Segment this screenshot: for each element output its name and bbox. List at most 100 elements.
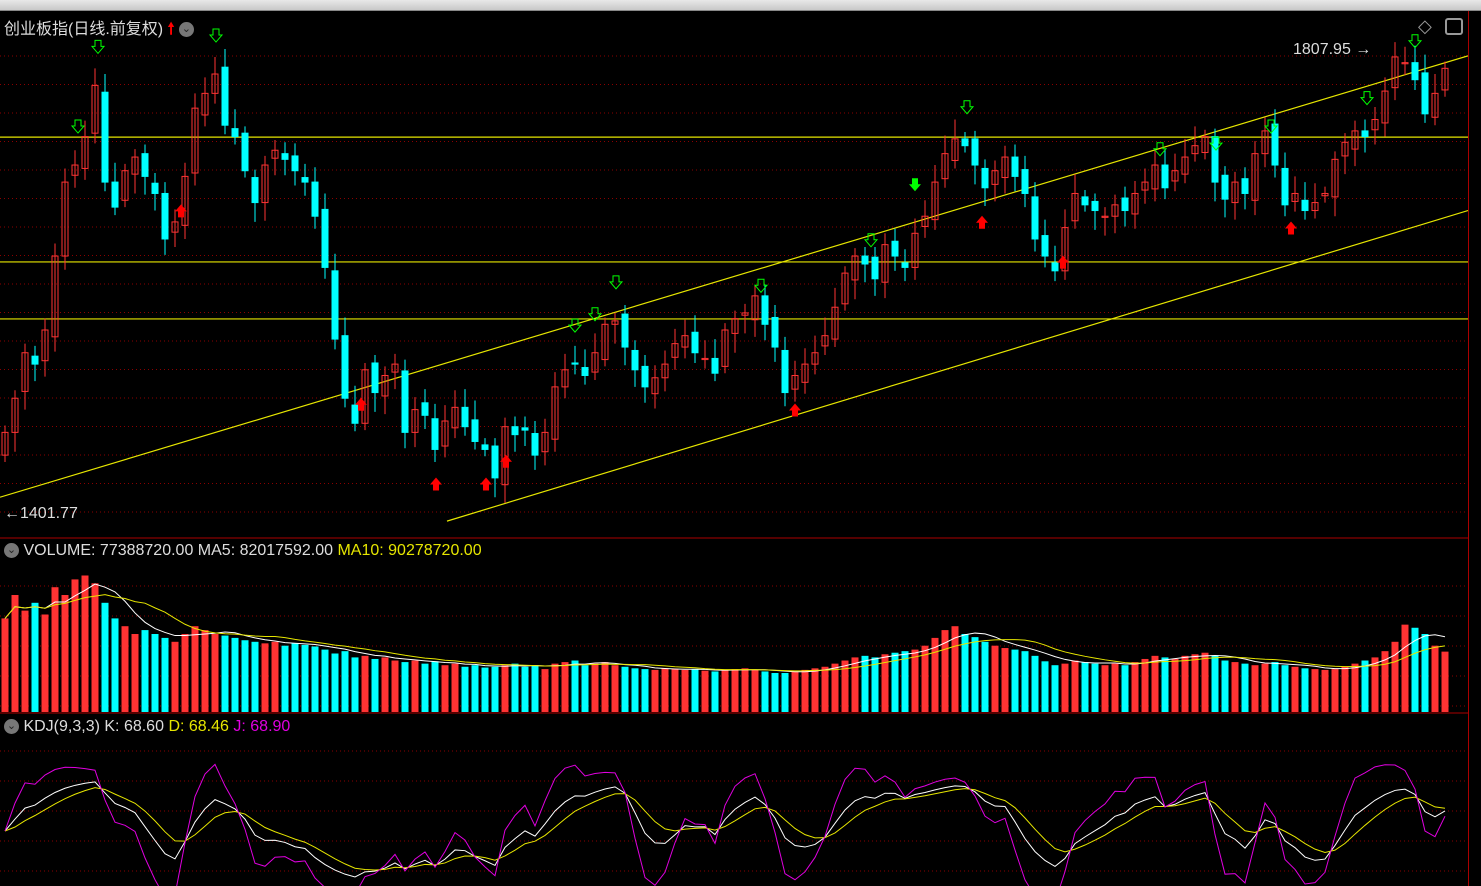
candle-body [271,149,279,159]
kdj-d: D: 68.46 [168,718,229,735]
volume-bar [451,663,459,712]
candle-body [241,132,249,172]
candle-body [321,208,329,268]
volume-bar [61,595,69,712]
right-scrollbar[interactable] [1468,11,1481,886]
volume-bar [981,641,989,712]
volume-bar [261,643,269,712]
volume-bar [611,665,619,712]
volume-bar [591,663,599,712]
sell-arrow-icon [587,307,603,322]
candle-body [1031,196,1039,240]
volume-value: VOLUME: 77388720.00 [23,542,194,559]
candle-body [381,374,389,397]
volume-ma10-line [4,594,1446,672]
panel-toggle-icon[interactable] [1445,18,1463,35]
candle-body [91,84,99,134]
volume-bar [1101,665,1109,712]
volume-bar [1211,655,1219,712]
candle-body [281,153,289,160]
chevron-down-circle-icon[interactable]: ⌄ [178,22,194,38]
candle-body [31,355,39,365]
candle-body [1061,227,1069,272]
buy-arrow-icon [175,204,187,218]
top-toolbar [0,0,1481,11]
candle-body [1291,192,1299,202]
volume-bar [661,668,669,712]
volume-bar [761,671,769,712]
buy-arrow-icon [789,403,801,417]
candle-body [61,181,69,257]
sell-arrow-icon [1263,119,1279,134]
candle-body [791,374,799,390]
candle-body [581,367,589,376]
volume-bar [511,663,519,712]
candle-body [1191,145,1199,155]
chevron-down-circle-icon[interactable]: ⌄ [4,543,19,559]
candle-body [831,306,839,340]
candle-body [821,335,829,347]
candle-body [1021,169,1029,194]
candle-body [1131,192,1139,215]
volume-bar [491,666,499,712]
candle-body [121,170,129,201]
high-price-label: 1807.95 → [1293,41,1372,58]
candle-body [941,153,949,180]
volume-bar [11,595,19,712]
candle-body [861,255,869,265]
candle-body [1001,156,1009,179]
volume-bar [471,665,479,712]
volume-bar [881,654,889,712]
candle-body [891,240,899,257]
candle-body [1211,136,1219,183]
volume-bar [1291,666,1299,712]
candle-body [491,445,499,479]
candle-body [801,363,809,383]
candle-body [511,426,519,436]
chart-title-bar: 创业板指(日线.前复权) 🠕 ⌄ [4,15,194,45]
candle-body [691,331,699,354]
volume-bar [1231,662,1239,712]
candle-body [521,427,529,431]
volume-bar [211,634,219,712]
candle-body [1181,156,1189,175]
volume-bar [1361,660,1369,712]
volume-bar [331,653,339,712]
candle-body [811,352,819,365]
volume-bar [501,665,509,712]
volume-bar [81,575,89,712]
candle-body [1141,181,1149,191]
volume-bar [1011,649,1019,712]
candle-body [971,138,979,166]
candle-body [101,91,109,183]
candle-body [551,386,559,440]
volume-ma10: MA10: 90278720.00 [337,542,482,559]
volume-bar [691,669,699,712]
volume-ma5: MA5: 82017592.00 [197,542,334,559]
volume-bar [1081,662,1089,712]
candle-body [1431,92,1439,118]
candle-body [1071,192,1079,222]
volume-bar [1111,663,1119,712]
candle-body [871,256,879,280]
volume-bar [1161,657,1169,712]
volume-bar [961,634,969,712]
kdj-k-line [4,781,1446,878]
volume-bar [401,662,409,712]
candle-body [371,362,379,394]
volume-bar [1091,663,1099,712]
volume-bar [221,635,229,712]
kdj-header: ⌄ KDJ(9,3,3) K: 68.60 D: 68.46 J: 68.90 [4,718,290,736]
diamond-icon[interactable]: ◇ [1418,16,1432,36]
candle-body [1,431,9,456]
volume-bar [921,645,929,712]
candle-body [531,433,539,456]
candle-body [701,357,709,361]
candle-body [1281,167,1289,206]
candle-body [671,343,679,358]
candle-body [571,362,579,365]
candle-body [911,232,919,268]
sell-arrow-icon [208,28,224,43]
candle-body [181,175,189,226]
chevron-down-circle-icon[interactable]: ⌄ [4,719,19,735]
